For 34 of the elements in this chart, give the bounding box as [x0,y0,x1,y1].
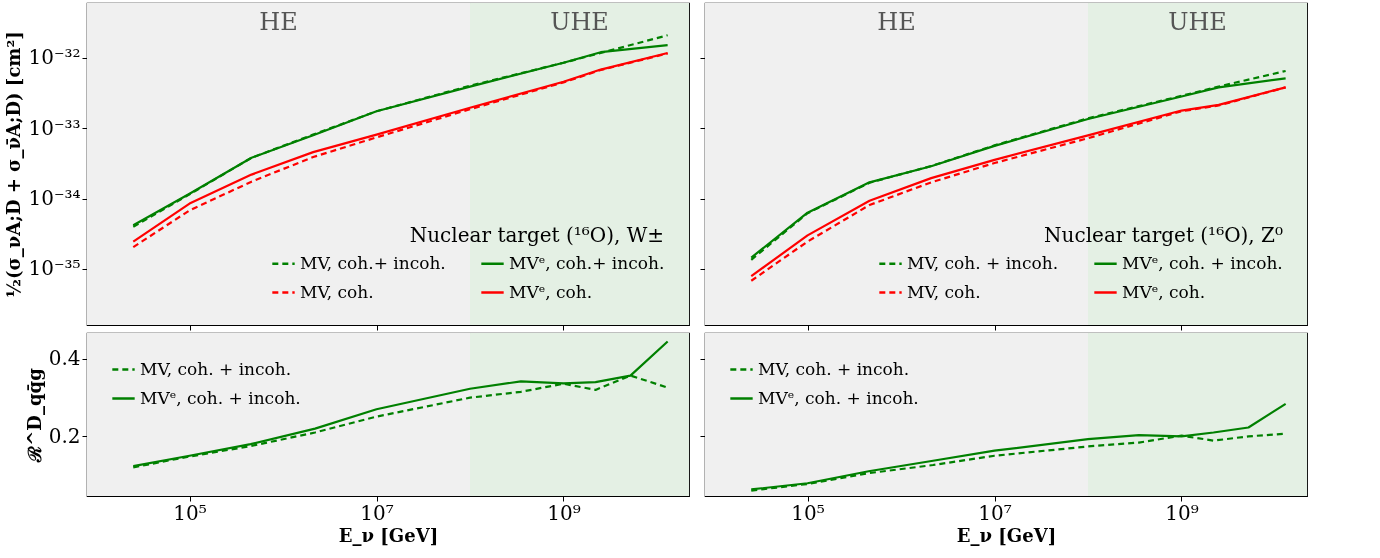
y-axis-title: ½(σ_νA;D + σ_ν̄A;D) [cm²] [3,31,25,298]
x-axis-title: E_ν [GeV] [338,524,439,546]
legend-label: MV, coh. + incoh. [140,358,292,379]
legend-title: Nuclear target (¹⁶O), W± [409,223,664,247]
band-label: UHE [550,8,609,36]
y-tick-label: 10⁻³³ [28,115,81,140]
legend-label: MVᵉ, coh. + incoh. [1122,252,1283,273]
legend-label: MVᵉ, coh. [1122,281,1206,302]
legend-label: MV, coh. [907,281,981,302]
legend-label: MVᵉ, coh. [509,281,593,302]
y-axis-title: ℛ^D_qq̄g [23,367,45,463]
legend-label: MVᵉ, coh. + incoh. [140,387,301,408]
legend-label: MVᵉ, coh.+ incoh. [509,252,665,273]
x-axis-title: E_ν [GeV] [956,524,1057,546]
band-label: HE [259,8,298,36]
x-tick-label: 10⁷ [978,500,1012,525]
y-tick-label: 0.2 [48,423,81,448]
legend-label: MV, coh. + incoh. [758,358,910,379]
y-tick-label: 10⁻³⁴ [28,186,81,211]
x-tick-label: 10⁵ [791,500,825,525]
y-tick-label: 10⁻³² [28,45,81,70]
x-tick-label: 10⁹ [1165,500,1199,525]
legend-title: Nuclear target (¹⁶O), Z⁰ [1044,223,1283,247]
y-tick-label: 0.4 [48,346,81,371]
band-label: HE [877,8,916,36]
x-tick-label: 10⁷ [360,500,394,525]
x-tick-label: 10⁵ [173,500,207,525]
band-label: UHE [1168,8,1227,36]
legend-label: MV, coh. [300,281,374,302]
legend-label: MV, coh. + incoh. [907,252,1059,273]
y-tick-label: 10⁻³⁵ [28,256,81,281]
legend-label: MVᵉ, coh. + incoh. [758,387,919,408]
x-tick-label: 10⁹ [547,500,581,525]
legend-label: MV, coh.+ incoh. [300,252,446,273]
